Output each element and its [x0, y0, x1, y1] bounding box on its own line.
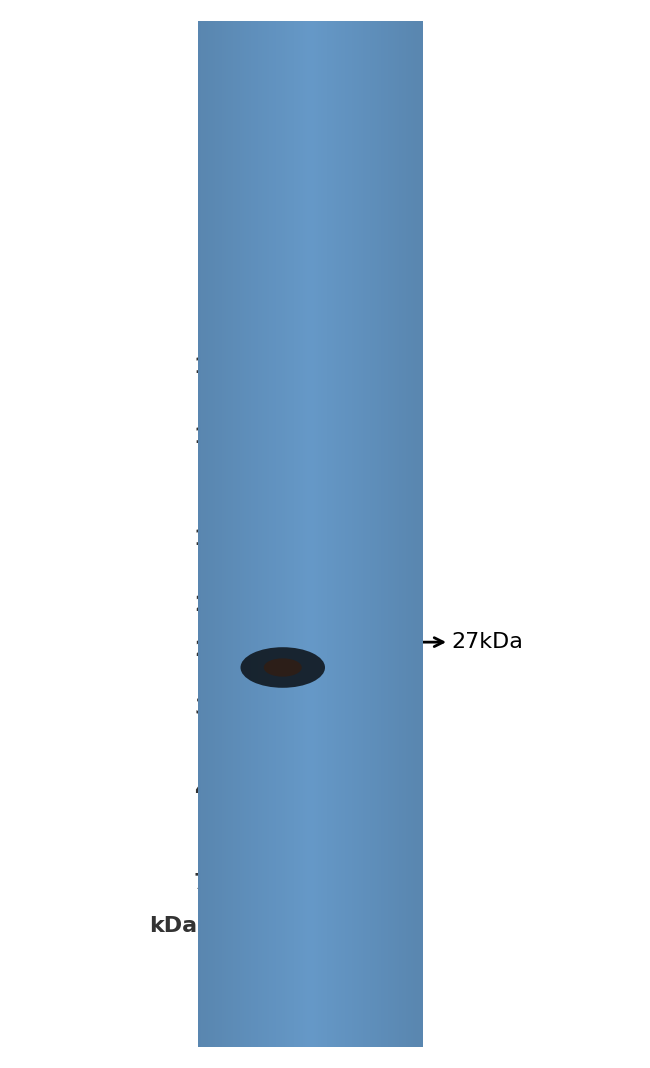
- Ellipse shape: [240, 647, 325, 688]
- Text: 33: 33: [194, 697, 225, 718]
- Text: 18: 18: [194, 530, 225, 549]
- Text: 22: 22: [194, 595, 225, 615]
- Ellipse shape: [264, 658, 302, 677]
- Text: 10: 10: [194, 357, 225, 377]
- Text: 14: 14: [194, 426, 225, 446]
- Text: 27kDa: 27kDa: [452, 632, 523, 653]
- Text: 70: 70: [194, 873, 225, 893]
- Text: 26: 26: [194, 641, 225, 660]
- Text: 44: 44: [194, 780, 225, 800]
- Text: kDa: kDa: [149, 916, 197, 936]
